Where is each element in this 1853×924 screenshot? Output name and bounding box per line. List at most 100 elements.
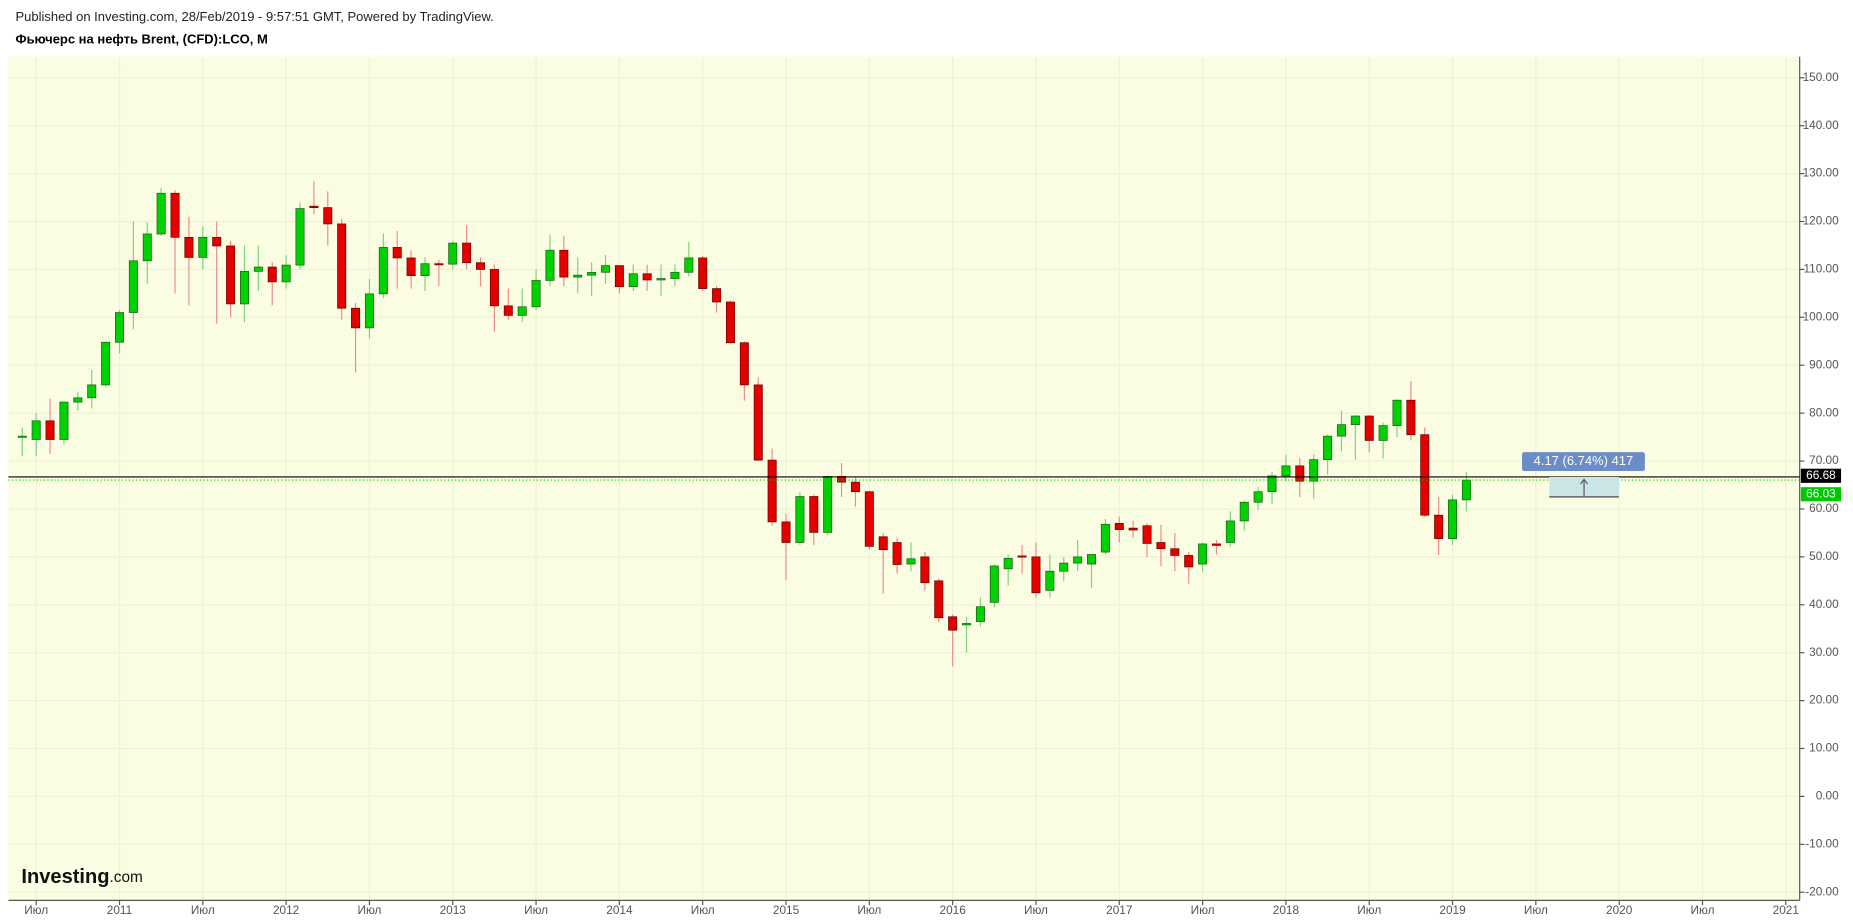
candle-body [559,249,569,278]
candle-body [503,305,513,316]
x-tick-label: Июл [1691,903,1715,917]
candle-body [975,606,985,622]
candle-body [1156,542,1166,550]
candle-body [1017,555,1027,558]
y-tick-label: 130.00 [1803,166,1840,180]
candle-body [101,341,111,386]
candle-body [59,401,69,440]
candle-body [45,420,55,440]
candle-body [1087,554,1096,565]
candle-body [545,249,555,281]
y-tick-label: 50.00 [1809,549,1839,563]
x-tick-label: 2012 [273,903,299,917]
candle-body [864,491,874,547]
candle-body [489,269,499,307]
candle-body [31,420,41,440]
candle-body [614,265,624,288]
candle-body [573,274,583,278]
candle-body [1142,525,1152,544]
candle-body [73,397,83,403]
candle-body [531,280,541,308]
y-tick-label: 10.00 [1809,741,1839,755]
y-tick-label: 100.00 [1803,309,1840,323]
candle-body [198,236,208,258]
candle-body [1128,527,1138,531]
y-tick-label: 120.00 [1803,214,1840,228]
candle-body [128,260,138,313]
price-label-box [1800,468,1842,483]
candle-body [948,616,958,631]
source-note: Published on Investing.com, 28/Feb/2019 … [15,9,493,24]
candle-body [1239,501,1249,522]
y-tick-label: 20.00 [1809,693,1839,707]
measure-label: 4.17 (6.74%) 417 [1534,453,1634,468]
candle-body [170,192,180,238]
candle-body [1003,557,1013,570]
x-tick-label: 2018 [1273,903,1300,917]
candle-body [212,236,222,247]
candle-body [1267,475,1277,493]
y-tick-label: 90.00 [1809,357,1839,371]
y-tick-label: 60.00 [1809,501,1839,515]
price-label-box [1800,487,1842,502]
candle-body [1350,415,1360,426]
candle-body [1461,479,1471,501]
x-tick-label: Июл [191,903,215,917]
candle-body [1364,415,1374,441]
candle-body [253,266,263,272]
x-tick-label: 2016 [940,903,967,917]
candle-body [698,257,708,289]
candle-body [115,312,124,343]
candle-body [1434,514,1444,540]
candle-body [156,192,166,235]
candle-body [642,273,652,281]
candle-body [767,459,777,523]
candle-body [781,521,791,543]
candle-body [448,242,458,265]
x-tick-label: 2021 [1773,903,1799,917]
candle-body [892,542,902,565]
logo-brand: Investing [21,866,109,888]
candle-body [753,384,763,461]
x-tick-label: 2014 [606,903,633,917]
x-tick-label: 2011 [107,903,132,917]
candle-body [684,257,694,273]
candle-body [1336,424,1346,437]
candle-body [878,536,888,551]
x-tick-label: Июл [1024,903,1048,917]
candle-body [378,247,388,295]
candle-body [670,271,680,279]
chart-title: Фьючерс на нефть Brent, (CFD):LCO, M [15,32,267,47]
candle-body [267,266,277,283]
x-tick-label: Июл [1191,903,1215,917]
candle-body [1225,520,1235,543]
candle-body [1045,570,1055,591]
candle-body [1309,459,1319,482]
candle-body [920,556,930,584]
candle-body [420,263,430,277]
x-tick-label: Июл [24,903,48,917]
candle-body [739,342,749,386]
candle-body [1392,399,1402,426]
candle-body [1323,435,1333,460]
candle-body [142,233,152,262]
candle-body [850,481,860,493]
logo-suffix: .com [110,869,143,886]
candle-body [989,565,999,603]
y-tick-label: 140.00 [1803,118,1840,132]
candle-body [1295,465,1305,482]
x-tick-label: Июл [691,903,715,917]
x-tick-label: 2020 [1606,903,1633,917]
price-label: 66.03 [1806,486,1836,500]
candle-body [476,262,486,270]
y-tick-label: -10.00 [1805,836,1839,850]
candle-body [1114,522,1124,530]
candle-body [184,236,194,258]
y-tick-label: 40.00 [1809,597,1839,611]
candle-body [1406,399,1416,436]
measure-arrowhead [1580,478,1589,485]
candle-body [1420,434,1430,516]
candle-body [1281,465,1291,477]
candle-body [1073,556,1083,564]
